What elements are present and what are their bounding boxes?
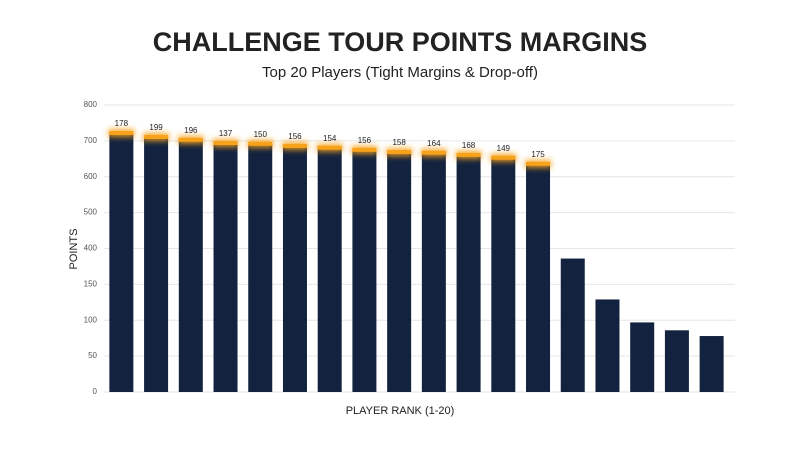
- bar-cap: [213, 141, 238, 146]
- bar-cap: [144, 134, 169, 139]
- chart-subtitle: Top 20 Players (Tight Margins & Drop-off…: [262, 64, 538, 81]
- bar: [317, 147, 342, 392]
- y-tick-label: 500: [84, 208, 98, 217]
- bar: [352, 149, 377, 392]
- y-tick-label: 600: [84, 172, 98, 181]
- bar: [526, 163, 551, 392]
- bar: [699, 336, 724, 392]
- value-label: 156: [288, 132, 302, 141]
- bar: [491, 157, 516, 392]
- bar-cap: [178, 137, 203, 142]
- value-label: 164: [427, 139, 441, 148]
- bar: [595, 299, 620, 392]
- value-label: 168: [462, 141, 476, 150]
- bar: [178, 139, 203, 392]
- bar: [144, 136, 169, 392]
- x-axis-label: PLAYER RANK (1-20): [346, 405, 455, 417]
- value-label: 175: [531, 150, 545, 159]
- y-tick-label: 700: [84, 136, 98, 145]
- y-tick-label: 400: [84, 244, 98, 253]
- bar: [630, 322, 655, 392]
- bar-cap: [421, 150, 446, 155]
- value-label: 196: [184, 126, 198, 135]
- bar: [560, 258, 585, 392]
- bar-cap: [526, 161, 551, 166]
- y-tick-label: 50: [88, 351, 97, 360]
- y-axis-label: POINTS: [68, 229, 80, 270]
- bar: [421, 152, 446, 392]
- value-label: 137: [219, 129, 233, 138]
- value-label: 149: [497, 144, 511, 153]
- bar: [248, 143, 273, 392]
- chart-title: CHALLENGE TOUR POINTS MARGINS: [153, 27, 648, 57]
- bar-cap: [109, 130, 134, 135]
- bar: [109, 132, 134, 393]
- y-tick-label: 0: [93, 387, 98, 396]
- bar: [664, 330, 689, 392]
- bar: [456, 154, 481, 392]
- bar: [282, 145, 307, 392]
- value-label: 158: [392, 138, 406, 147]
- value-label: 199: [149, 123, 163, 132]
- bar-cap: [282, 143, 307, 148]
- bar-cap: [248, 141, 273, 146]
- bar-cap: [456, 152, 481, 157]
- bar-cap: [317, 145, 342, 150]
- value-label: 156: [358, 136, 372, 145]
- y-tick-label: 100: [84, 315, 98, 324]
- y-tick-label: 800: [84, 100, 98, 109]
- value-label: 154: [323, 134, 337, 143]
- value-label: 178: [115, 119, 129, 128]
- bar-cap: [491, 155, 516, 160]
- y-tick-label: 150: [84, 279, 98, 288]
- bar-cap: [387, 149, 412, 154]
- bar: [213, 143, 238, 392]
- bar: [387, 151, 412, 392]
- value-label: 150: [254, 130, 268, 139]
- bar-cap: [352, 147, 377, 152]
